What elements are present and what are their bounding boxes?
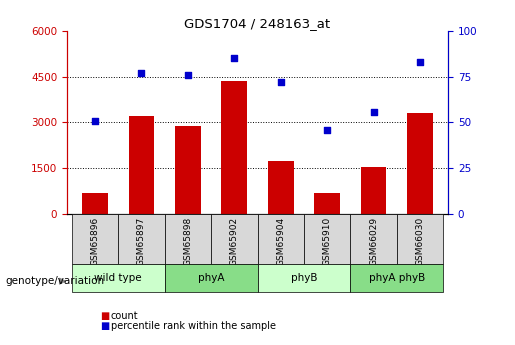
Bar	[315, 193, 340, 214]
Bar	[361, 167, 386, 214]
Point	[230, 56, 238, 61]
Text: phyB: phyB	[291, 273, 317, 283]
Bar	[211, 214, 258, 264]
Point	[416, 59, 424, 65]
Point	[277, 79, 285, 85]
Text: GSM65898: GSM65898	[183, 216, 192, 266]
Text: ■: ■	[100, 321, 110, 331]
Bar	[268, 160, 294, 214]
Bar	[72, 214, 118, 264]
Bar	[82, 193, 108, 214]
Bar	[175, 126, 200, 214]
Text: GSM65902: GSM65902	[230, 216, 239, 266]
Text: phyA: phyA	[198, 273, 224, 283]
Bar	[304, 214, 350, 264]
Text: genotype/variation: genotype/variation	[5, 276, 104, 286]
Bar	[72, 264, 165, 292]
Bar	[221, 81, 247, 214]
Title: GDS1704 / 248163_at: GDS1704 / 248163_at	[184, 17, 331, 30]
Text: GSM65897: GSM65897	[137, 216, 146, 266]
Bar	[129, 116, 154, 214]
Bar	[350, 264, 443, 292]
Point	[184, 72, 192, 78]
Bar	[118, 214, 165, 264]
Text: phyA phyB: phyA phyB	[369, 273, 425, 283]
Text: GSM65910: GSM65910	[323, 216, 332, 266]
Bar	[258, 264, 350, 292]
FancyArrowPatch shape	[60, 278, 65, 284]
Text: GSM66030: GSM66030	[416, 216, 425, 266]
Bar	[258, 214, 304, 264]
Point	[323, 127, 331, 132]
Text: ■: ■	[100, 312, 110, 321]
Point	[370, 109, 378, 114]
Bar	[350, 214, 397, 264]
Text: percentile rank within the sample: percentile rank within the sample	[111, 321, 276, 331]
Bar	[165, 214, 211, 264]
Point	[91, 118, 99, 124]
Text: GSM66029: GSM66029	[369, 216, 378, 266]
Bar	[165, 264, 258, 292]
Text: GSM65904: GSM65904	[276, 216, 285, 266]
Point	[137, 70, 145, 76]
Bar	[397, 214, 443, 264]
Text: GSM65896: GSM65896	[90, 216, 99, 266]
Text: wild type: wild type	[94, 273, 142, 283]
Bar	[407, 113, 433, 214]
Text: count: count	[111, 312, 139, 321]
